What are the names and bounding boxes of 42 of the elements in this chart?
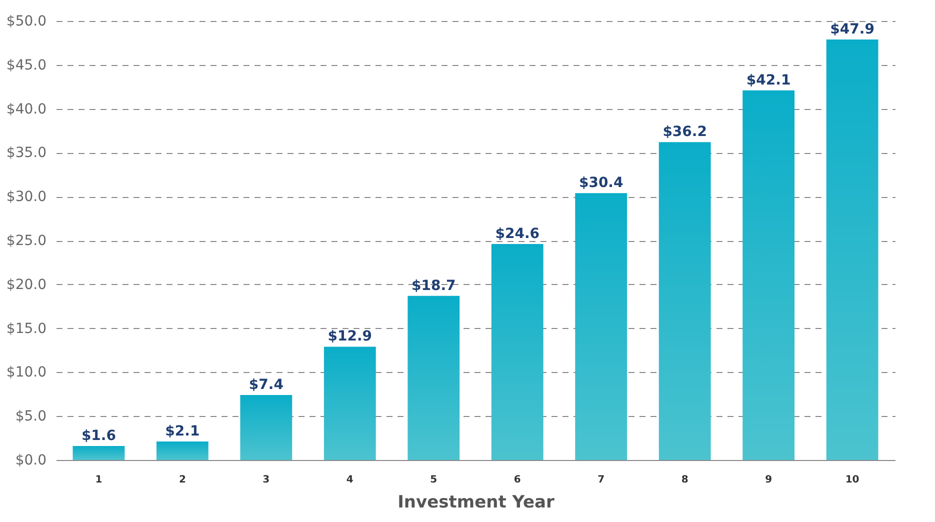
bar (408, 296, 460, 460)
bar (72, 446, 125, 460)
bar (658, 142, 711, 460)
bar (491, 244, 544, 460)
x-tick-label: 6 (514, 474, 521, 486)
bar (324, 346, 376, 460)
x-tick-label: 8 (681, 474, 688, 486)
x-tick-label: 7 (598, 474, 605, 486)
y-tick-label: $35.0 (6, 145, 46, 162)
x-tick-label: 3 (262, 474, 270, 486)
data-label: $2.1 (165, 424, 200, 440)
y-tick-label: $25.0 (6, 233, 46, 249)
x-tick-label: 5 (430, 474, 438, 486)
data-label: $24.6 (495, 226, 540, 242)
x-tick-label: 10 (845, 474, 860, 486)
y-tick-label: $10.0 (6, 364, 46, 381)
y-tick-label: $5.0 (15, 408, 46, 425)
x-axis-title: Investment Year (398, 492, 556, 512)
data-label: $36.2 (662, 124, 707, 140)
x-tick-label: 2 (178, 474, 186, 486)
bar (156, 442, 208, 460)
x-tick-label: 4 (346, 474, 354, 486)
bar (826, 39, 878, 460)
data-label: $42.1 (746, 72, 791, 88)
data-label: $47.9 (830, 21, 874, 38)
y-tick-label: $45.0 (6, 57, 46, 74)
x-tick-label: 9 (765, 474, 772, 486)
y-tick-label: $15.0 (6, 320, 46, 337)
data-label: $18.7 (411, 278, 456, 294)
data-label: $1.6 (81, 428, 116, 444)
data-label: $7.4 (248, 377, 284, 394)
y-tick-label: $20.0 (6, 276, 46, 293)
data-label: $30.4 (578, 175, 624, 192)
bar (240, 395, 292, 460)
y-tick-label: $50.0 (6, 14, 46, 30)
y-tick-label: $30.0 (6, 189, 46, 206)
y-tick-label: $40.0 (6, 101, 46, 118)
x-tick-label: 1 (95, 474, 102, 486)
bar (575, 193, 628, 460)
data-label: $12.9 (328, 328, 372, 345)
bar (742, 90, 795, 460)
y-tick-label: $0.0 (15, 452, 46, 468)
